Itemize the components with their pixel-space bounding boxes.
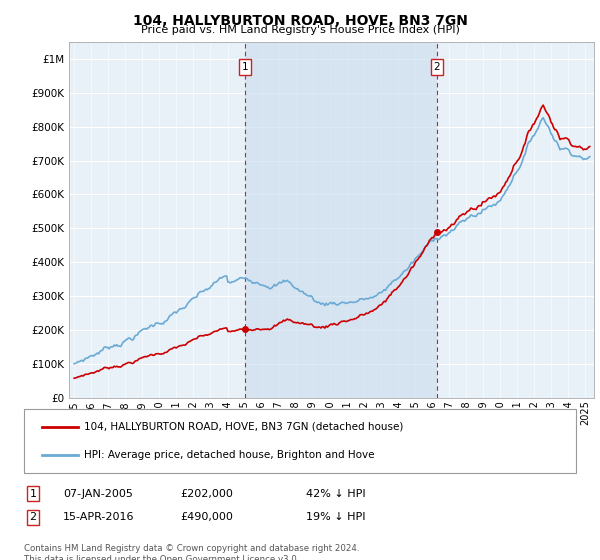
Text: 2: 2 [29,512,37,522]
Bar [245,42,437,398]
Text: 19% ↓ HPI: 19% ↓ HPI [306,512,365,522]
Text: HPI: Average price, detached house, Brighton and Hove: HPI: Average price, detached house, Brig… [84,450,374,460]
Text: 15-APR-2016: 15-APR-2016 [63,512,134,522]
Text: Price paid vs. HM Land Registry's House Price Index (HPI): Price paid vs. HM Land Registry's House … [140,25,460,35]
Text: 104, HALLYBURTON ROAD, HOVE, BN3 7GN (detached house): 104, HALLYBURTON ROAD, HOVE, BN3 7GN (de… [84,422,403,432]
Text: 42% ↓ HPI: 42% ↓ HPI [306,489,365,499]
Text: 1: 1 [242,62,248,72]
Text: 1: 1 [29,489,37,499]
Text: 2: 2 [434,62,440,72]
Text: Contains HM Land Registry data © Crown copyright and database right 2024.
This d: Contains HM Land Registry data © Crown c… [24,544,359,560]
Text: 104, HALLYBURTON ROAD, HOVE, BN3 7GN: 104, HALLYBURTON ROAD, HOVE, BN3 7GN [133,14,467,28]
Text: 07-JAN-2005: 07-JAN-2005 [63,489,133,499]
Text: £490,000: £490,000 [180,512,233,522]
Text: £202,000: £202,000 [180,489,233,499]
